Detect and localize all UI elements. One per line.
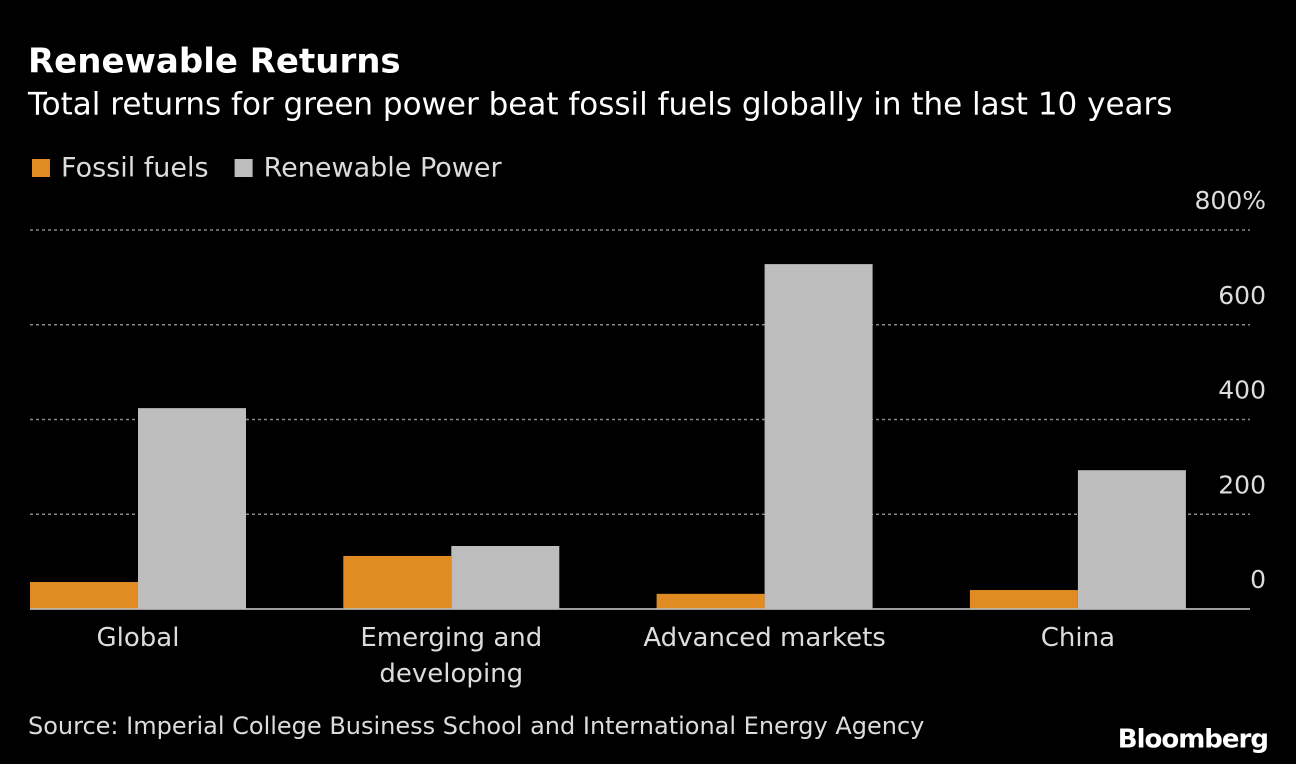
bar — [343, 555, 452, 609]
legend-swatch — [32, 159, 50, 177]
bar — [764, 264, 873, 609]
legend-swatch — [234, 159, 253, 177]
y-tick-label: 800% — [1195, 186, 1266, 215]
x-tick-label: Advanced markets — [643, 623, 886, 653]
legend-label: Renewable Power — [264, 153, 503, 184]
brand: Bloomberg — [1118, 725, 1268, 755]
chart-title: Renewable Returns — [28, 42, 401, 82]
y-tick-label: 400 — [1218, 376, 1266, 405]
y-tick-label: 600 — [1218, 281, 1266, 310]
chart-subtitle: Total returns for green power beat fossi… — [27, 87, 1172, 123]
y-tick-label: 200 — [1218, 470, 1266, 499]
bar — [656, 593, 765, 609]
x-tick-label: China — [1040, 623, 1116, 653]
bar — [969, 590, 1078, 609]
bar — [1077, 470, 1186, 609]
y-tick-label: 0 — [1250, 565, 1266, 594]
legend-label: Fossil fuels — [61, 153, 209, 184]
x-tick-label: Global — [96, 623, 180, 653]
bar — [451, 545, 560, 609]
x-tick-label: Emerging and developing — [360, 623, 543, 689]
bar — [30, 581, 138, 609]
source: Source: Imperial College Business School… — [28, 712, 924, 740]
bar — [138, 408, 246, 609]
